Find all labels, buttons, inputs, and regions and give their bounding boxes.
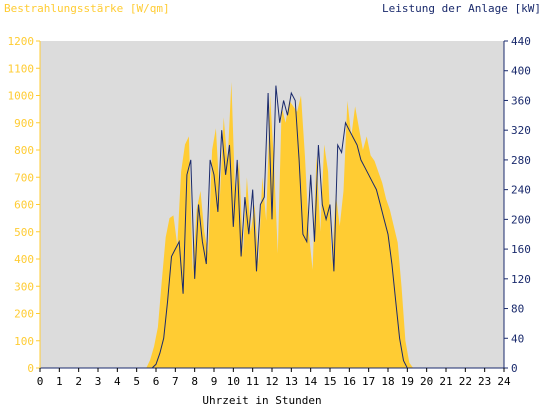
- power-line: [40, 85, 504, 369]
- left-tick-label: 800: [14, 144, 34, 157]
- right-tick-label: 200: [511, 213, 531, 226]
- x-tick-label: 23: [478, 375, 491, 388]
- x-tick-label: 13: [285, 375, 298, 388]
- x-tick-label: 21: [439, 375, 452, 388]
- irradiance-area: [40, 81, 504, 369]
- x-tick-label: 14: [304, 375, 318, 388]
- right-tick-label: 400: [511, 65, 531, 78]
- x-tick-label: 12: [265, 375, 278, 388]
- x-tick-label: 4: [114, 375, 121, 388]
- x-tick-label: 24: [497, 375, 511, 388]
- series-layer: [40, 81, 504, 369]
- left-tick-label: 500: [14, 226, 34, 239]
- left-tick-group: 0 100 200 300 400 500 600 700 800 900 1000 1100 1200: [8, 35, 40, 375]
- x-tick-label: 20: [420, 375, 433, 388]
- right-tick-label: 360: [511, 94, 531, 107]
- x-tick-group: 0 1 2 3 4 5 6 7 8 9 10 11 12 13 14 15 16 17 18 19 20 21 22 23 24: [37, 368, 511, 388]
- right-tick-label: 160: [511, 243, 531, 256]
- left-axis-title: Bestrahlungsstärke [W/qm]: [4, 2, 170, 15]
- left-tick-label: 300: [14, 280, 34, 293]
- x-tick-label: 6: [153, 375, 160, 388]
- left-tick-label: 900: [14, 117, 34, 130]
- x-tick-label: 16: [343, 375, 356, 388]
- right-axis-title: Leistung der Anlage [kW]: [382, 2, 541, 15]
- x-tick-label: 5: [133, 375, 140, 388]
- left-tick-label: 600: [14, 199, 34, 212]
- x-tick-label: 15: [323, 375, 336, 388]
- x-tick-label: 3: [95, 375, 102, 388]
- x-tick-label: 11: [246, 375, 259, 388]
- left-tick-label: 100: [14, 335, 34, 348]
- x-tick-label: 9: [211, 375, 218, 388]
- left-tick-label: 1200: [8, 35, 35, 48]
- x-axis-title: Uhrzeit in Stunden: [202, 394, 321, 407]
- right-tick-label: 320: [511, 124, 531, 137]
- x-tick-label: 17: [362, 375, 375, 388]
- left-tick-label: 1100: [8, 62, 35, 75]
- left-tick-label: 700: [14, 171, 34, 184]
- x-tick-label: 2: [75, 375, 82, 388]
- right-tick-group: 0 40 80 120 160 200 240 280 320 360 400 440: [504, 35, 531, 375]
- x-tick-label: 18: [381, 375, 394, 388]
- left-tick-label: 200: [14, 308, 34, 321]
- right-tick-label: 280: [511, 154, 531, 167]
- x-tick-label: 19: [401, 375, 414, 388]
- left-tick-label: 1000: [8, 90, 35, 103]
- right-tick-label: 40: [511, 332, 524, 345]
- right-tick-label: 120: [511, 273, 531, 286]
- right-tick-label: 240: [511, 184, 531, 197]
- x-tick-label: 0: [37, 375, 44, 388]
- left-tick-label: 0: [27, 362, 34, 375]
- right-tick-label: 0: [511, 362, 518, 375]
- x-tick-label: 10: [227, 375, 240, 388]
- x-tick-label: 8: [191, 375, 198, 388]
- right-tick-label: 80: [511, 303, 524, 316]
- x-tick-label: 1: [56, 375, 63, 388]
- x-tick-label: 7: [172, 375, 179, 388]
- left-tick-label: 400: [14, 253, 34, 266]
- right-tick-label: 440: [511, 35, 531, 48]
- x-tick-label: 22: [459, 375, 472, 388]
